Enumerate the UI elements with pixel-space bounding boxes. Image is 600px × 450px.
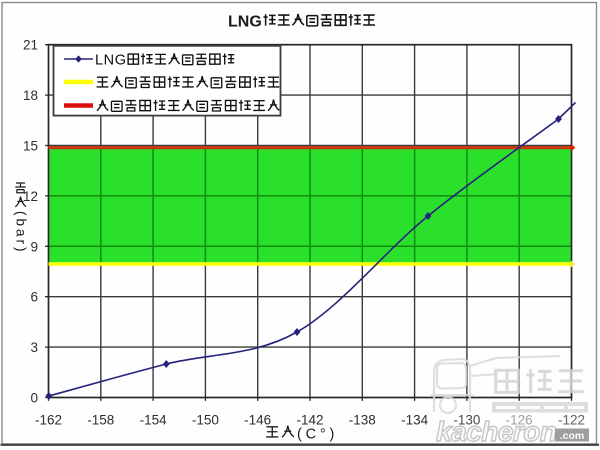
svg-text:.com: .com [560,430,585,442]
svg-text:-122: -122 [558,413,585,428]
svg-text:-146: -146 [244,413,271,428]
svg-text:6: 6 [30,290,38,305]
svg-text:-126: -126 [506,413,533,428]
svg-text:LNG: LNG [95,53,127,69]
svg-text:0: 0 [30,391,38,406]
svg-text:LNG: LNG [228,14,262,31]
svg-text:-154: -154 [140,413,168,428]
svg-text:12: 12 [23,189,38,204]
svg-text:-162: -162 [35,413,62,428]
svg-text:-142: -142 [296,413,323,428]
svg-text:18: 18 [23,88,38,103]
svg-text:-134: -134 [401,413,429,428]
svg-text:21: 21 [23,38,38,53]
svg-text:15: 15 [23,139,38,154]
svg-text:-138: -138 [349,413,376,428]
svg-text:9: 9 [30,239,38,254]
svg-text:-150: -150 [192,413,219,428]
svg-text:(C°): (C°) [297,427,338,443]
svg-text:-130: -130 [453,413,480,428]
svg-text:3: 3 [30,340,38,355]
svg-text:kacheron: kacheron [436,416,557,447]
svg-text:(bar): (bar) [14,211,29,255]
svg-text:-158: -158 [87,413,114,428]
